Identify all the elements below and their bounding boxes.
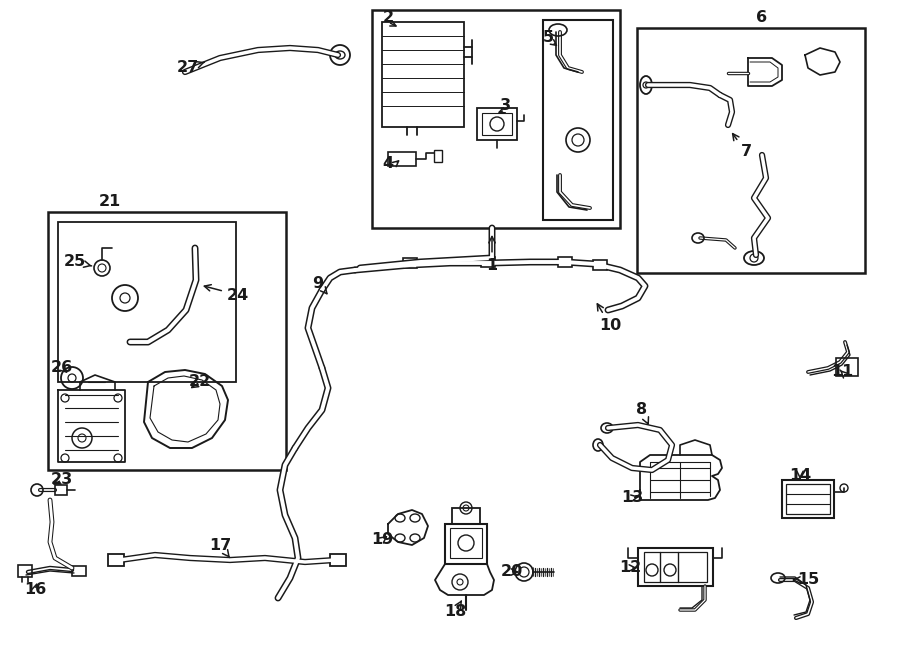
Bar (644, 552, 707, 582)
Text: 17: 17 (209, 537, 231, 557)
Text: 20: 20 (501, 564, 523, 580)
Text: 18: 18 (444, 602, 466, 619)
Text: 25: 25 (64, 254, 92, 270)
Bar (58, 222, 236, 382)
Bar (372, 10, 620, 228)
Bar (558, 257, 572, 267)
Text: 27: 27 (177, 61, 204, 75)
Text: 19: 19 (371, 533, 393, 547)
Text: 24: 24 (204, 285, 249, 303)
Text: 2: 2 (382, 11, 393, 26)
Bar (382, 22, 464, 127)
Bar (434, 150, 442, 162)
Text: 16: 16 (24, 582, 46, 598)
Text: 13: 13 (621, 490, 644, 506)
Text: 14: 14 (789, 469, 811, 483)
Text: 12: 12 (619, 561, 641, 576)
Text: 11: 11 (831, 364, 853, 379)
Text: 15: 15 (794, 572, 819, 588)
Bar (403, 258, 417, 268)
Bar (72, 566, 86, 576)
Bar (543, 20, 613, 220)
Text: 7: 7 (733, 134, 751, 159)
Bar (637, 28, 865, 273)
Text: 10: 10 (598, 304, 621, 332)
Text: 8: 8 (636, 403, 649, 424)
Bar (482, 113, 512, 135)
Bar (477, 108, 517, 140)
Bar (593, 260, 607, 270)
Text: 3: 3 (500, 98, 510, 114)
Text: 6: 6 (756, 11, 768, 26)
Text: 5: 5 (543, 30, 553, 46)
Text: 22: 22 (189, 375, 212, 389)
Text: 26: 26 (51, 360, 73, 375)
Text: 4: 4 (382, 157, 393, 171)
Bar (786, 484, 830, 514)
Bar (330, 554, 346, 566)
Text: 9: 9 (312, 276, 327, 293)
Bar (638, 548, 713, 586)
Text: 23: 23 (51, 473, 73, 488)
Bar (18, 565, 32, 577)
Bar (55, 485, 67, 495)
Bar (450, 528, 482, 558)
Bar (452, 508, 480, 524)
Bar (48, 212, 286, 470)
Text: 1: 1 (486, 237, 498, 272)
Bar (445, 524, 487, 564)
Bar (836, 358, 858, 376)
Bar (388, 152, 416, 166)
Bar (481, 257, 495, 267)
Text: 21: 21 (99, 194, 122, 210)
Bar (108, 554, 124, 566)
Bar (782, 480, 834, 518)
